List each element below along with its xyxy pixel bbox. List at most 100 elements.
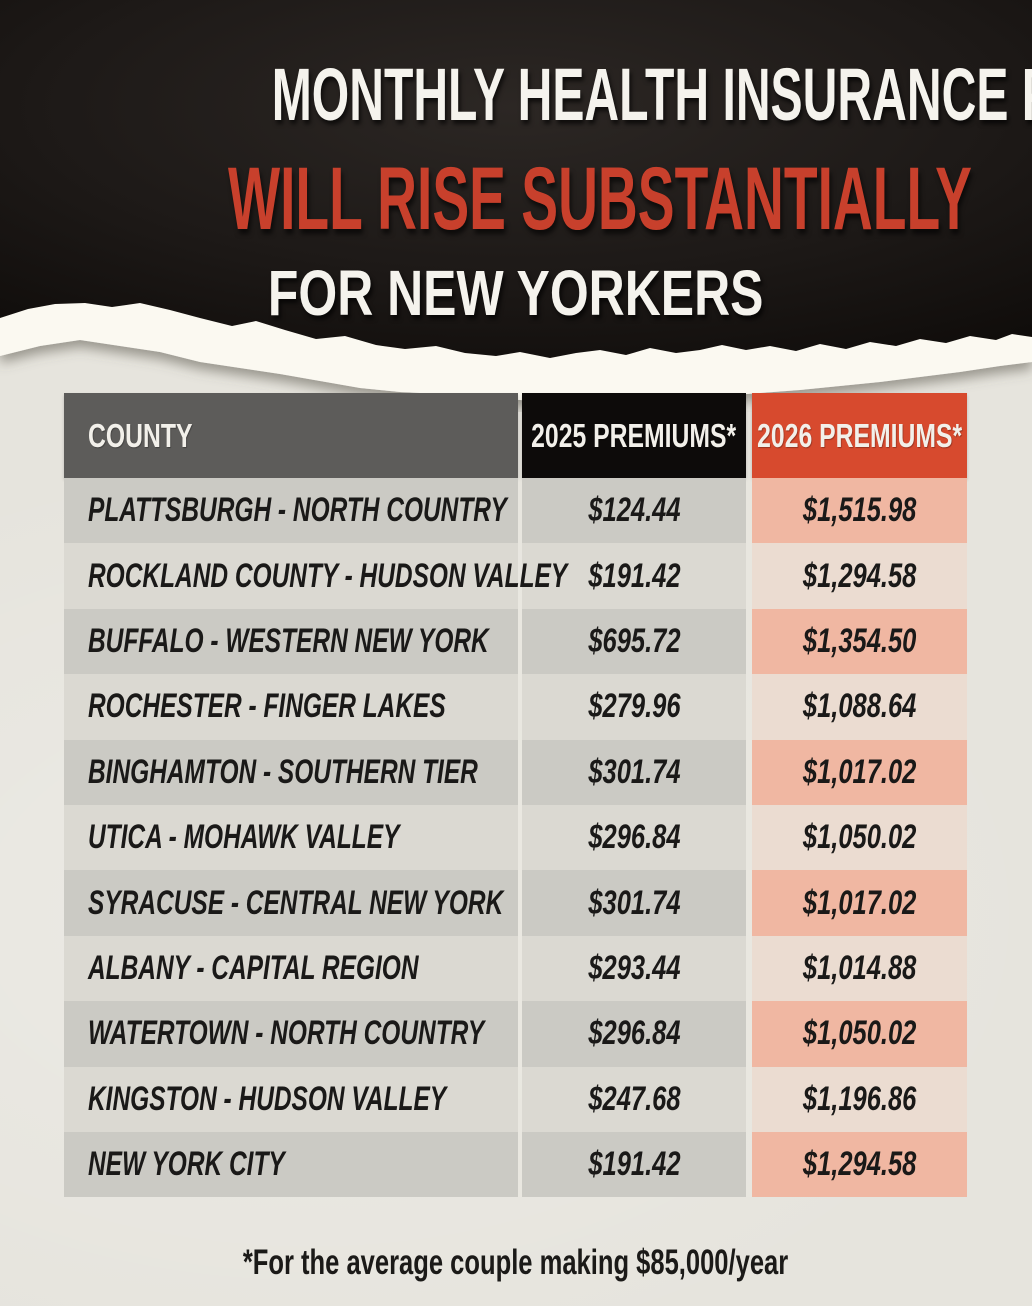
county-cell: UTICA - MOHAWK VALLEY bbox=[64, 804, 518, 871]
premium-2026-cell: $1,050.02 bbox=[752, 804, 967, 871]
premium-2026-cell: $1,017.02 bbox=[752, 739, 967, 805]
column-divider bbox=[518, 1066, 522, 1132]
premium-2025-cell: $191.42 bbox=[522, 1131, 746, 1198]
premium-2025-value: $279.96 bbox=[587, 687, 681, 726]
premium-2025-cell: $293.44 bbox=[522, 935, 746, 1002]
premium-2026-value: $1,050.02 bbox=[802, 1014, 917, 1053]
county-column-header: COUNTY bbox=[64, 393, 518, 478]
column-divider bbox=[746, 935, 752, 1002]
premium-2026-value: $1,354.50 bbox=[802, 621, 917, 660]
table-row: SYRACUSE - CENTRAL NEW YORK $301.74 $1,0… bbox=[64, 870, 967, 936]
premium-2026-value: $1,017.02 bbox=[802, 752, 917, 791]
column-divider bbox=[518, 1131, 522, 1198]
premium-2025-value: $296.84 bbox=[587, 1014, 681, 1053]
premium-2025-value: $301.74 bbox=[587, 883, 681, 922]
county-name: BINGHAMTON - SOUTHERN TIER bbox=[88, 752, 478, 791]
premium-2026-value: $1,017.02 bbox=[802, 883, 917, 922]
footnote: *For the average couple making $85,000/y… bbox=[0, 1236, 1032, 1290]
column-divider bbox=[746, 674, 752, 740]
premium-2025-cell: $191.42 bbox=[522, 543, 746, 609]
title-block: MONTHLY HEALTH INSURANCE PREMIUMS WILL R… bbox=[0, 0, 1032, 329]
torn-edge-white bbox=[0, 303, 1032, 402]
column-divider bbox=[518, 1001, 522, 1067]
premium-2025-cell: $279.96 bbox=[522, 674, 746, 740]
hero-section: MONTHLY HEALTH INSURANCE PREMIUMS WILL R… bbox=[0, 0, 1032, 412]
column-divider bbox=[746, 608, 752, 675]
premium-2025-value: $247.68 bbox=[587, 1079, 681, 1118]
column-divider bbox=[518, 739, 522, 805]
column-divider bbox=[518, 478, 522, 544]
premium-2026-value: $1,014.88 bbox=[802, 948, 917, 987]
premium-2025-value: $124.44 bbox=[587, 491, 681, 530]
column-divider bbox=[746, 1131, 752, 1198]
premium-2026-value: $1,294.58 bbox=[802, 1145, 917, 1184]
premium-2025-value: $293.44 bbox=[587, 948, 681, 987]
table-row: PLATTSBURGH - NORTH COUNTRY $124.44 $1,5… bbox=[64, 478, 967, 544]
table-row: KINGSTON - HUDSON VALLEY $247.68 $1,196.… bbox=[64, 1066, 967, 1132]
premium-2026-cell: $1,354.50 bbox=[752, 608, 967, 675]
premium-2025-cell: $124.44 bbox=[522, 478, 746, 544]
table-row: UTICA - MOHAWK VALLEY $296.84 $1,050.02 bbox=[64, 804, 967, 871]
table-row: BUFFALO - WESTERN NEW YORK $695.72 $1,35… bbox=[64, 608, 967, 675]
premium-2025-cell: $296.84 bbox=[522, 1001, 746, 1067]
premium-2025-cell: $296.84 bbox=[522, 804, 746, 871]
column-divider bbox=[518, 674, 522, 740]
county-cell: NEW YORK CITY bbox=[64, 1131, 518, 1198]
county-header-label: COUNTY bbox=[88, 416, 193, 454]
column-divider bbox=[746, 543, 752, 609]
premium-2025-cell: $301.74 bbox=[522, 870, 746, 936]
county-cell: ROCHESTER - FINGER LAKES bbox=[64, 674, 518, 740]
column-divider bbox=[518, 870, 522, 936]
county-cell: KINGSTON - HUDSON VALLEY bbox=[64, 1066, 518, 1132]
premium-2025-cell: $247.68 bbox=[522, 1066, 746, 1132]
county-name: NEW YORK CITY bbox=[88, 1145, 285, 1184]
county-name: UTICA - MOHAWK VALLEY bbox=[88, 818, 400, 857]
county-cell: BINGHAMTON - SOUTHERN TIER bbox=[64, 739, 518, 805]
county-name: WATERTOWN - NORTH COUNTRY bbox=[88, 1014, 485, 1053]
table-row: WATERTOWN - NORTH COUNTRY $296.84 $1,050… bbox=[64, 1001, 967, 1067]
black-paper bbox=[0, 0, 1032, 358]
premium-2026-cell: $1,088.64 bbox=[752, 674, 967, 740]
county-cell: ROCKLAND COUNTY - HUDSON VALLEY bbox=[64, 543, 567, 609]
premium-2026-cell: $1,017.02 bbox=[752, 870, 967, 936]
premiums-2026-header-label: 2026 PREMIUMS* bbox=[757, 416, 962, 454]
table-row: NEW YORK CITY $191.42 $1,294.58 bbox=[64, 1131, 967, 1198]
premium-2025-value: $695.72 bbox=[587, 621, 681, 660]
premium-2025-value: $301.74 bbox=[587, 752, 681, 791]
county-name: PLATTSBURGH - NORTH COUNTRY bbox=[88, 491, 507, 530]
premiums-table: COUNTY 2025 PREMIUMS* 2026 PREMIUMS* PLA… bbox=[64, 393, 967, 1198]
title-line-3: FOR NEW YORKERS bbox=[268, 257, 764, 329]
table-row: ROCKLAND COUNTY - HUDSON VALLEY $191.42 … bbox=[64, 543, 967, 609]
premium-2026-cell: $1,294.58 bbox=[752, 1131, 967, 1198]
column-divider bbox=[746, 1066, 752, 1132]
column-divider bbox=[746, 1001, 752, 1067]
county-name: ROCKLAND COUNTY - HUDSON VALLEY bbox=[88, 556, 568, 595]
table-header: COUNTY 2025 PREMIUMS* 2026 PREMIUMS* bbox=[64, 393, 967, 478]
county-cell: SYRACUSE - CENTRAL NEW YORK bbox=[64, 870, 518, 936]
premiums-2025-header-label: 2025 PREMIUMS* bbox=[531, 416, 737, 454]
premium-2026-value: $1,196.86 bbox=[802, 1079, 917, 1118]
county-cell: ALBANY - CAPITAL REGION bbox=[64, 935, 518, 1002]
premium-2026-value: $1,088.64 bbox=[802, 687, 917, 726]
column-divider bbox=[746, 870, 752, 936]
premium-2025-cell: $695.72 bbox=[522, 608, 746, 675]
title-line-1: MONTHLY HEALTH INSURANCE PREMIUMS bbox=[271, 53, 1032, 136]
title-line-2: WILL RISE SUBSTANTIALLY bbox=[227, 148, 972, 248]
table-row: BINGHAMTON - SOUTHERN TIER $301.74 $1,01… bbox=[64, 739, 967, 805]
column-divider bbox=[518, 543, 522, 609]
county-name: ALBANY - CAPITAL REGION bbox=[88, 948, 419, 987]
column-divider bbox=[518, 935, 522, 1002]
premium-2026-value: $1,050.02 bbox=[802, 818, 917, 857]
premium-2026-cell: $1,014.88 bbox=[752, 935, 967, 1002]
premium-2025-value: $191.42 bbox=[587, 556, 681, 595]
premium-2026-cell: $1,196.86 bbox=[752, 1066, 967, 1132]
column-divider bbox=[518, 804, 522, 871]
county-name: ROCHESTER - FINGER LAKES bbox=[88, 687, 446, 726]
premium-2026-cell: $1,050.02 bbox=[752, 1001, 967, 1067]
column-divider bbox=[746, 804, 752, 871]
premium-2025-value: $296.84 bbox=[587, 818, 681, 857]
county-name: KINGSTON - HUDSON VALLEY bbox=[88, 1079, 447, 1118]
table-body: PLATTSBURGH - NORTH COUNTRY $124.44 $1,5… bbox=[64, 478, 967, 1198]
premium-2025-value: $191.42 bbox=[587, 1145, 681, 1184]
